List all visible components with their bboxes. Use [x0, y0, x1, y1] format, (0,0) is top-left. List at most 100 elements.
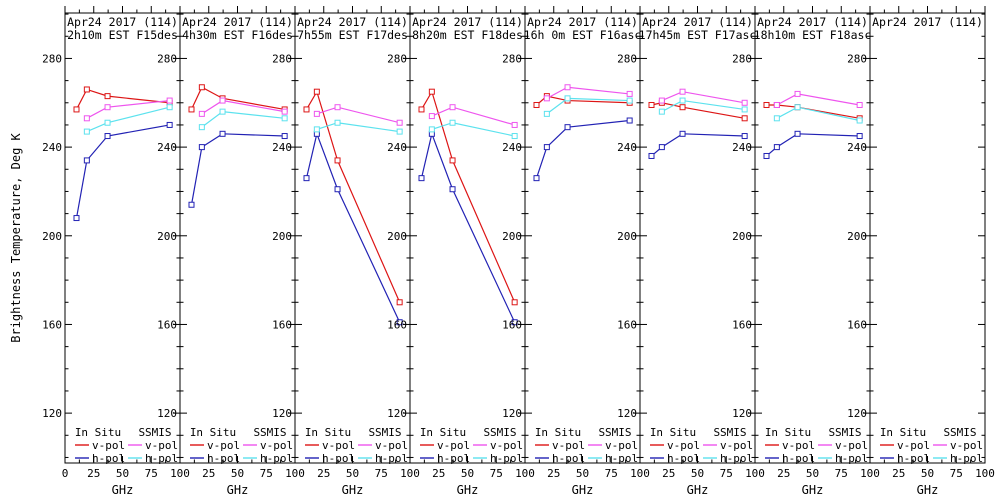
- x-tick-label: 100: [860, 467, 880, 480]
- data-point-marker-insitu_hpol: [794, 130, 801, 137]
- data-point-marker-insitu_vpol: [188, 106, 195, 113]
- panel-frame: [869, 12, 986, 464]
- y-tick-label: 200: [847, 230, 867, 243]
- series-line-ssmis_vpol: [546, 86, 630, 99]
- x-tick-label: 100: [400, 467, 420, 480]
- legend-label-ssmis-vpol: v-pol: [145, 439, 178, 452]
- legend-header-insitu: In Situ: [535, 426, 581, 439]
- data-point-marker-insitu_vpol: [741, 115, 748, 122]
- data-point-marker-ssmis_hpol: [511, 133, 518, 140]
- panel-title-date: Apr24 2017 (114): [872, 15, 983, 29]
- data-point-marker-ssmis_vpol: [658, 97, 665, 104]
- data-point-marker-insitu_hpol: [773, 144, 780, 151]
- data-point-marker-insitu_vpol: [763, 101, 770, 108]
- data-point-marker-insitu_hpol: [511, 319, 518, 326]
- data-point-marker-ssmis_vpol: [428, 113, 435, 120]
- legend-label-insitu-vpol: v-pol: [437, 439, 470, 452]
- data-point-marker-ssmis_hpol: [543, 110, 550, 117]
- series-line-insitu_vpol: [651, 102, 745, 119]
- y-tick-label: 120: [847, 407, 867, 420]
- y-tick-label: 200: [617, 230, 637, 243]
- panel-title-time-sat: 17h45m EST F17asc: [639, 28, 757, 42]
- data-point-marker-insitu_vpol: [511, 299, 518, 306]
- data-point-marker-insitu_hpol: [679, 130, 686, 137]
- panel-title-date: Apr24 2017 (114): [182, 15, 293, 29]
- series-line-insitu_hpol: [420, 131, 516, 323]
- data-point-marker-ssmis_hpol: [396, 128, 403, 135]
- data-point-marker-insitu_vpol: [533, 101, 540, 108]
- data-point-marker-ssmis_hpol: [281, 115, 288, 122]
- data-point-marker-ssmis_hpol: [449, 119, 456, 126]
- x-tick-label: 100: [515, 467, 535, 480]
- panel-title-time-sat: 2h10m EST F15des: [67, 28, 178, 42]
- legend-header-ssmis: SSMIS: [253, 426, 286, 439]
- data-point-marker-insitu_hpol: [449, 186, 456, 193]
- legend-label-insitu-vpol: v-pol: [322, 439, 355, 452]
- series-line-insitu_vpol: [190, 86, 285, 111]
- y-tick-label: 240: [732, 141, 752, 154]
- data-point-marker-ssmis_vpol: [511, 121, 518, 128]
- legend-header-ssmis: SSMIS: [368, 426, 401, 439]
- y-tick-label: 200: [42, 230, 62, 243]
- data-point-marker-insitu_vpol: [449, 157, 456, 164]
- x-axis-title: GHz: [687, 483, 709, 497]
- y-tick-label: 240: [387, 141, 407, 154]
- panel-title-date: Apr24 2017 (114): [757, 15, 868, 29]
- data-point-marker-ssmis_hpol: [741, 106, 748, 113]
- series-line-insitu_vpol: [75, 88, 170, 110]
- series-line-insitu_hpol: [651, 133, 745, 157]
- x-axis-title: GHz: [342, 483, 364, 497]
- data-point-marker-insitu_vpol: [73, 106, 80, 113]
- x-tick-label: 75: [375, 467, 388, 480]
- data-point-marker-ssmis_vpol: [198, 110, 205, 117]
- data-point-marker-ssmis_vpol: [104, 104, 111, 111]
- x-tick-label: 100: [975, 467, 995, 480]
- legend-label-ssmis-vpol: v-pol: [950, 439, 983, 452]
- legend-label-ssmis-vpol: v-pol: [605, 439, 638, 452]
- y-tick-label: 120: [272, 407, 292, 420]
- legend-label-insitu-hpol: h-pol: [897, 452, 930, 465]
- y-tick-label: 200: [732, 230, 752, 243]
- data-point-marker-ssmis_hpol: [83, 128, 90, 135]
- legend-label-ssmis-hpol: h-pol: [375, 452, 408, 465]
- legend-header-ssmis: SSMIS: [483, 426, 516, 439]
- panel-title-date: Apr24 2017 (114): [412, 15, 523, 29]
- y-tick-label: 160: [847, 318, 867, 331]
- legend-label-insitu-hpol: h-pol: [437, 452, 470, 465]
- data-point-marker-ssmis_hpol: [679, 97, 686, 104]
- panel-title-date: Apr24 2017 (114): [527, 15, 638, 29]
- x-tick-label: 75: [490, 467, 503, 480]
- y-tick-label: 120: [502, 407, 522, 420]
- panel-title-date: Apr24 2017 (114): [67, 15, 178, 29]
- data-point-marker-insitu_hpol: [856, 133, 863, 140]
- x-tick-label: 25: [432, 467, 445, 480]
- series-line-insitu_vpol: [536, 95, 630, 106]
- y-tick-label: 280: [502, 52, 522, 65]
- data-point-marker-insitu_vpol: [104, 93, 111, 100]
- data-point-marker-insitu_hpol: [763, 152, 770, 159]
- data-point-marker-ssmis_hpol: [166, 104, 173, 111]
- legend-label-insitu-vpol: v-pol: [897, 439, 930, 452]
- legend-header-insitu: In Situ: [650, 426, 696, 439]
- data-point-marker-ssmis_vpol: [741, 99, 748, 106]
- legend-header-insitu: In Situ: [305, 426, 351, 439]
- data-point-marker-ssmis_hpol: [773, 115, 780, 122]
- series-line-insitu_vpol: [766, 104, 860, 119]
- legend-label-insitu-hpol: h-pol: [782, 452, 815, 465]
- y-tick-label: 280: [157, 52, 177, 65]
- y-tick-label: 200: [502, 230, 522, 243]
- legend-header-ssmis: SSMIS: [713, 426, 746, 439]
- data-point-marker-insitu_hpol: [564, 124, 571, 131]
- panel-title-date: Apr24 2017 (114): [297, 15, 408, 29]
- legend-label-ssmis-vpol: v-pol: [835, 439, 868, 452]
- data-point-marker-ssmis_vpol: [396, 119, 403, 126]
- y-tick-label: 280: [617, 52, 637, 65]
- x-tick-label: 50: [576, 467, 589, 480]
- data-point-marker-insitu_hpol: [303, 175, 310, 182]
- legend-header-insitu: In Situ: [420, 426, 466, 439]
- y-tick-label: 280: [42, 52, 62, 65]
- data-point-marker-insitu_vpol: [198, 84, 205, 91]
- panel-title-time-sat: 7h55m EST F17des: [297, 28, 408, 42]
- x-axis-title: GHz: [457, 483, 479, 497]
